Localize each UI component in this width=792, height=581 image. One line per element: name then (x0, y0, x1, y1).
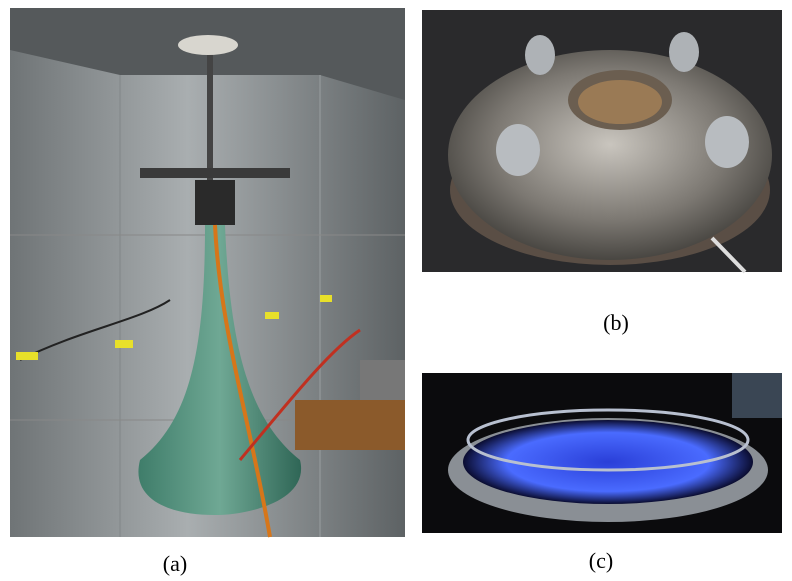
photo-a (10, 8, 405, 537)
page: (a) (b) (c) (() => { const data = JSON.p… (0, 0, 792, 581)
panel-label: (b) (603, 310, 629, 335)
panel-label: (c) (589, 548, 613, 573)
figure: (a) (b) (c) (0, 0, 792, 581)
photo-c (422, 373, 782, 533)
panel-label: (a) (163, 551, 187, 576)
photo-b (422, 10, 782, 272)
